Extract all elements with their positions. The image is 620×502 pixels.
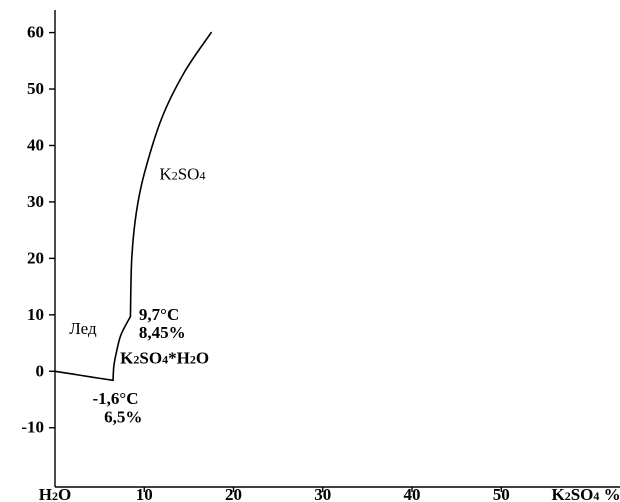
y-tick-label: 60 [27, 23, 44, 42]
y-tick-label: 10 [27, 305, 44, 324]
x-tick-label: 20 [225, 485, 242, 502]
x-tick-label: 30 [314, 485, 331, 502]
y-tick-label: 50 [27, 79, 44, 98]
x-tick-label: 10 [136, 485, 153, 502]
annotation-label: -1,6°C [92, 389, 138, 408]
anhydrous-solubility-curve [129, 31, 212, 318]
hydrate-solubility-curve [112, 315, 132, 382]
x-tick-label: H2O [39, 485, 71, 502]
curves [54, 31, 212, 382]
x-tick-label: 50 [493, 485, 510, 502]
x-tick-label: 40 [404, 485, 421, 502]
ice-liquidus-curve [54, 370, 114, 382]
annotations: K2SO4 Лед 9,7°C8,45% K2SO4*H2O -1,6°C6,5% [69, 164, 209, 426]
annotation-label: K2SO4 [159, 164, 205, 183]
axes: -10 0 10 20 30 40 50 60 H2O 10 20 30 40 50 K2SO4 % [21, 10, 620, 502]
annotation-label: K2SO4*H2O [120, 348, 209, 367]
y-tick-label: 20 [27, 248, 44, 267]
x-axis-end-label: K2SO4 % [551, 485, 620, 502]
y-tick-label: 0 [36, 361, 45, 380]
annotation-label: Лед [69, 319, 97, 338]
annotation-label: 6,5% [104, 408, 142, 427]
y-tick-label: 30 [27, 192, 44, 211]
y-tick-label: 40 [27, 135, 44, 154]
annotation-label: 8,45% [139, 323, 186, 342]
annotation-label: 9,7°C [139, 305, 179, 324]
y-tick-label: -10 [21, 418, 44, 437]
